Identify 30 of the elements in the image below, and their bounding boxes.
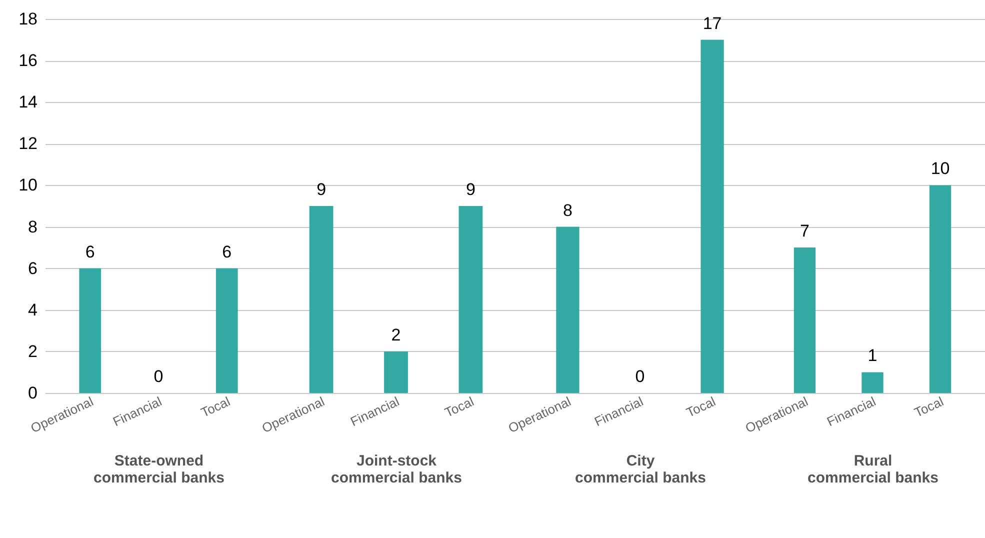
data-label: 17 bbox=[702, 14, 722, 33]
x-tick-label: Tocal bbox=[684, 394, 718, 420]
data-label: 9 bbox=[316, 180, 326, 199]
data-label: 9 bbox=[466, 180, 476, 199]
x-axis-title: Joint-stock commercial banks bbox=[331, 452, 462, 487]
x-axis-title: City commercial banks bbox=[575, 452, 706, 487]
data-label: 1 bbox=[868, 346, 878, 366]
x-tick-label: Tocal bbox=[442, 394, 476, 420]
data-label: 6 bbox=[222, 242, 232, 262]
data-label: 0 bbox=[154, 367, 164, 386]
data-label: 8 bbox=[562, 200, 572, 220]
x-axis-title: State-owned commercial banks bbox=[94, 452, 224, 487]
data-label: 2 bbox=[391, 325, 401, 344]
y-tick-label: 2 bbox=[28, 342, 38, 361]
x-tick-label: Tocal bbox=[912, 394, 946, 420]
y-tick-label: 10 bbox=[18, 176, 38, 195]
y-tick-label: 0 bbox=[28, 384, 38, 402]
y-tick-label: 6 bbox=[28, 258, 38, 278]
y-tick-label: 4 bbox=[28, 300, 38, 320]
y-tick-label: 16 bbox=[18, 51, 38, 70]
x-tick-label: Tocal bbox=[198, 394, 232, 420]
data-label: 6 bbox=[85, 242, 95, 262]
y-tick-label: 12 bbox=[18, 134, 38, 154]
y-tick-label: 18 bbox=[18, 10, 38, 28]
y-tick-label: 14 bbox=[18, 92, 38, 112]
data-label: 0 bbox=[635, 367, 645, 386]
data-label: 7 bbox=[800, 222, 810, 241]
x-axis-title: Rural commercial banks bbox=[808, 452, 938, 487]
y-tick-label: 8 bbox=[28, 217, 38, 236]
data-label: 10 bbox=[930, 159, 950, 178]
